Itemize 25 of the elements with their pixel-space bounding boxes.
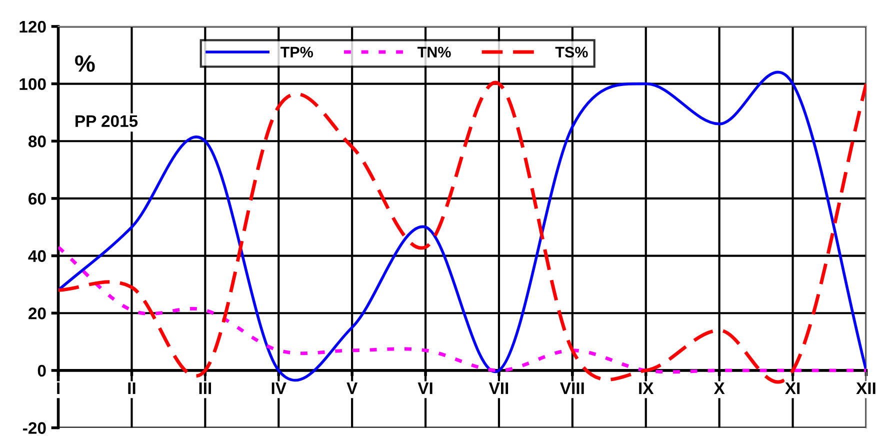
- y-tick-label: -20: [23, 422, 46, 434]
- annotation: PP 2015: [76, 115, 138, 127]
- x-tick-label: II: [128, 382, 136, 394]
- legend-label: TN%: [417, 46, 451, 58]
- legend-label: TP%: [280, 46, 314, 58]
- y-tick-label: 0: [38, 364, 46, 377]
- legend-label: TS%: [555, 46, 588, 58]
- y-tick-label: 80: [28, 136, 46, 148]
- y-tick-label: 100: [20, 78, 46, 90]
- x-tick-label: XII: [856, 382, 876, 394]
- y-axis-title: %: [75, 55, 95, 72]
- x-tick-label: I: [57, 382, 60, 394]
- x-tick-label: X: [714, 382, 725, 394]
- x-tick-label: IX: [639, 382, 654, 394]
- x-tick-label: XI: [785, 382, 800, 394]
- x-tick-label: IV: [272, 382, 286, 394]
- x-tick-label: III: [199, 382, 212, 394]
- x-tick-label: VIII: [560, 382, 584, 394]
- y-tick-label: 60: [28, 192, 46, 205]
- x-tick-label: VI: [418, 382, 432, 394]
- x-tick-label: V: [346, 382, 358, 394]
- y-tick-label: 40: [28, 250, 46, 262]
- y-tick-label: 120: [20, 20, 46, 33]
- x-tick-label: VII: [488, 382, 508, 394]
- y-tick-label: 20: [28, 308, 46, 320]
